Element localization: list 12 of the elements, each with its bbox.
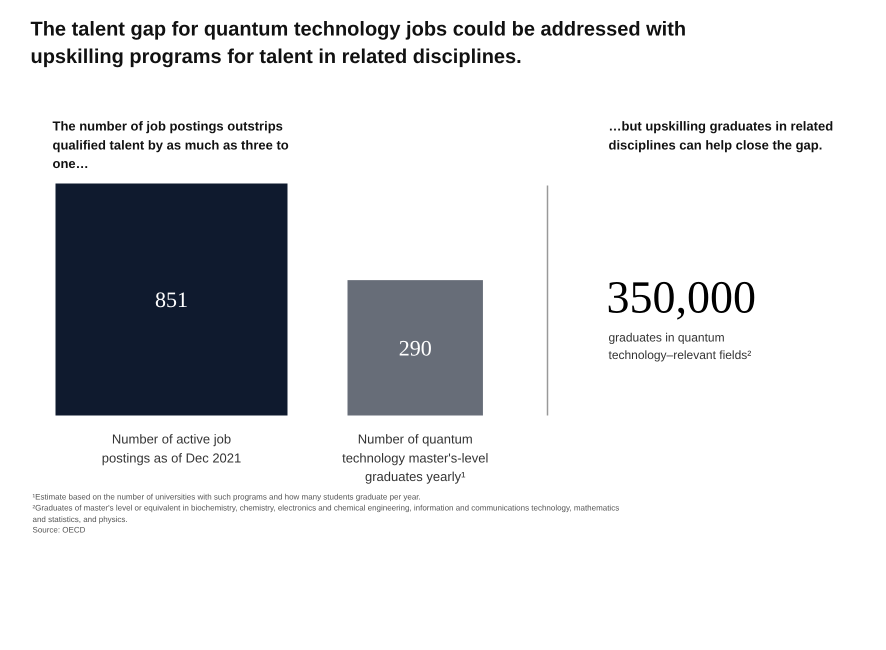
text: The talent gap for quantum technology jobs could be addressed with upskilling programs for talent in related disciplines. — [30, 18, 686, 68]
text: 350,000 — [606, 272, 756, 322]
text: graduates in quantum technology–relevant fields² — [608, 330, 752, 362]
data-label: 851 — [155, 287, 188, 312]
text: ²Graduates of master's level or equivalent in biochemistry, chemistry, electronics and chemical engineering, information and communications technology, mathematics and statistics, and physics. — [32, 504, 620, 524]
data-label: 290 — [398, 335, 432, 360]
category-label: Number of quantum technology master's-level graduates yearly¹ — [342, 432, 488, 484]
text: The number of job postings outstrips qualified talent by as much as three to one… — [52, 118, 289, 171]
text: …but upskilling graduates in related disciplines can help close the gap. — [608, 118, 834, 152]
category-label: Number of active job postings as of Dec 2021 — [102, 432, 242, 466]
text: ¹Estimate based on the number of universities with such programs and how many students graduate per year. — [32, 492, 421, 502]
source-note: Source: OECD — [32, 526, 86, 534]
